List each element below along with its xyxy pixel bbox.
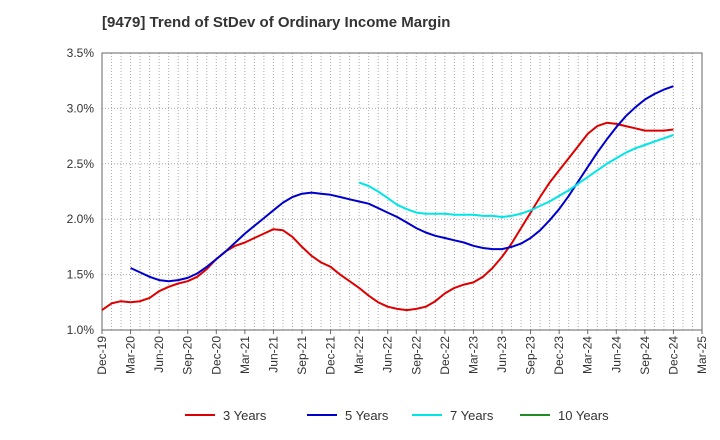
series-line [358, 134, 674, 218]
series-line [130, 85, 674, 283]
x-tick-label: Dec-20 [209, 336, 223, 375]
legend-label: 5 Years [345, 408, 389, 423]
x-tick-label: Jun-22 [381, 336, 395, 373]
x-tick-label: Mar-21 [238, 336, 252, 374]
x-tick-label: Dec-23 [552, 336, 566, 375]
x-tick-label: Sep-23 [524, 336, 538, 375]
x-tick-label: Jun-24 [609, 336, 623, 373]
y-tick-label: 2.0% [67, 212, 95, 226]
x-tick-label: Mar-25 [695, 336, 709, 374]
x-tick-label: Dec-21 [324, 336, 338, 375]
legend-label: 7 Years [450, 408, 494, 423]
x-tick-label: Sep-24 [638, 336, 652, 375]
x-tick-label: Jun-21 [266, 336, 280, 373]
plot-area-border [101, 52, 703, 331]
x-tick-label: Dec-19 [95, 336, 109, 375]
series-line [101, 121, 674, 312]
x-tick-label: Mar-23 [466, 336, 480, 374]
y-tick-label: 1.0% [67, 323, 95, 337]
chart-title: [9479] Trend of StDev of Ordinary Income… [102, 14, 451, 31]
x-tick-label: Jun-20 [152, 336, 166, 373]
x-tick-label: Dec-24 [666, 336, 680, 375]
x-tick-label: Jun-23 [495, 336, 509, 373]
y-tick-label: 2.5% [67, 157, 95, 171]
x-tick-label: Sep-21 [295, 336, 309, 375]
x-tick-label: Mar-20 [124, 336, 138, 374]
y-tick-label: 3.5% [67, 46, 95, 60]
x-tick-label: Mar-24 [581, 336, 595, 374]
legend-label: 10 Years [558, 408, 609, 423]
y-tick-label: 3.0% [67, 101, 95, 115]
x-tick-label: Sep-20 [181, 336, 195, 375]
legend-label: 3 Years [223, 408, 267, 423]
x-tick-label: Dec-22 [438, 336, 452, 375]
y-tick-label: 1.5% [67, 268, 95, 282]
x-tick-label: Sep-22 [409, 336, 423, 375]
x-tick-label: Mar-22 [352, 336, 366, 374]
